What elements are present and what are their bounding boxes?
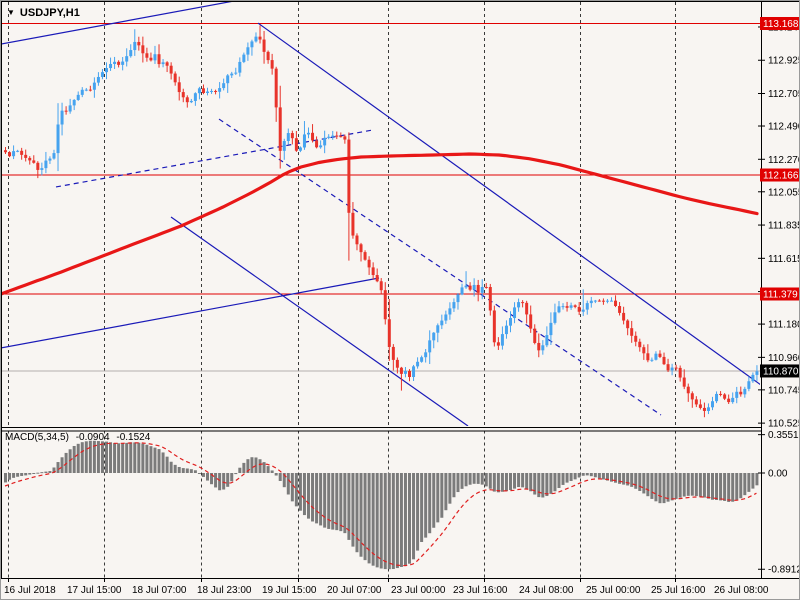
macd-tick-label: 0.3551 xyxy=(768,430,799,441)
price-tick-label: 110.525 xyxy=(768,419,800,430)
price-tick-label: 110.745 xyxy=(768,385,800,396)
time-tick-label: 20 Jul 07:00 xyxy=(327,585,382,596)
time-tick-label: 25 Jul 16:00 xyxy=(651,585,706,596)
price-tick-label: 112.270 xyxy=(768,155,800,166)
macd-signal-line xyxy=(4,442,757,567)
price-tick-label: 112.055 xyxy=(768,187,800,198)
trendline-falling-channel-lower[interactable] xyxy=(170,216,469,426)
macd-name: MACD(5,34,5) xyxy=(5,432,69,443)
macd-main-value: -0.0904 xyxy=(75,432,110,443)
trendline-rising-channel-lower[interactable] xyxy=(1,277,380,349)
badge-text: 113.168 xyxy=(763,19,799,30)
macd-indicator-label: MACD(5,34,5) -0.0904 -0.1524 xyxy=(5,432,154,443)
macd-axis[interactable]: 0.3551 0.00 -0.8912 xyxy=(758,430,800,576)
bid-price-badge[interactable] xyxy=(760,364,800,378)
badge-text: 111.379 xyxy=(763,290,798,301)
badge-text: 110.870 xyxy=(763,366,799,377)
price-tick-label: 111.615 xyxy=(768,254,800,265)
badge-text: 112.166 xyxy=(763,171,799,182)
symbol-dropdown-icon[interactable]: ▼ xyxy=(7,8,15,17)
trendline-falling-trendline-dashed[interactable] xyxy=(218,118,662,416)
level-price-badge[interactable] xyxy=(760,168,800,182)
price-tick-label: 110.960 xyxy=(768,353,800,364)
price-tick-label: 112.705 xyxy=(768,89,800,100)
macd-signal-value: -0.1524 xyxy=(116,432,151,443)
time-tick-label: 18 Jul 07:00 xyxy=(132,585,187,596)
time-tick-label: 18 Jul 23:00 xyxy=(197,585,252,596)
symbol-title: USDJPY,H1 xyxy=(19,7,80,19)
trendline-falling-resistance-main[interactable] xyxy=(257,22,761,386)
price-tick-label: 112.490 xyxy=(768,122,800,133)
trendline-rising-channel-upper[interactable] xyxy=(1,1,239,45)
macd-tick-label: -0.8912 xyxy=(768,565,800,576)
level-price-badge[interactable] xyxy=(760,17,800,31)
time-tick-label: 26 Jul 08:00 xyxy=(714,585,769,596)
time-tick-label: 16 Jul 2018 xyxy=(4,585,56,596)
price-tick-label: 111.180 xyxy=(768,320,800,331)
price-tick-label: 112.925 xyxy=(768,56,800,67)
time-tick-label: 25 Jul 00:00 xyxy=(586,585,641,596)
price-axis-badges[interactable]: 113.168 112.166 111.379 110.870 xyxy=(760,17,800,378)
time-tick-label: 24 Jul 08:00 xyxy=(519,585,574,596)
time-tick-label: 23 Jul 16:00 xyxy=(453,585,508,596)
time-tick-label: 19 Jul 15:00 xyxy=(262,585,317,596)
time-tick-label: 23 Jul 00:00 xyxy=(391,585,446,596)
symbol-label: ▼ USDJPY,H1 xyxy=(7,7,80,19)
moving-average-line[interactable] xyxy=(1,152,759,296)
trendlines-layer[interactable] xyxy=(1,1,761,426)
level-price-badge[interactable] xyxy=(760,287,800,301)
candles-layer xyxy=(4,25,759,418)
macd-tick-label: 0.00 xyxy=(768,469,788,480)
time-tick-label: 17 Jul 15:00 xyxy=(67,585,122,596)
time-axis[interactable]: 16 Jul 2018 17 Jul 15:00 18 Jul 07:00 18 Ju… xyxy=(4,578,769,596)
price-tick-label: 111.835 xyxy=(768,221,800,232)
